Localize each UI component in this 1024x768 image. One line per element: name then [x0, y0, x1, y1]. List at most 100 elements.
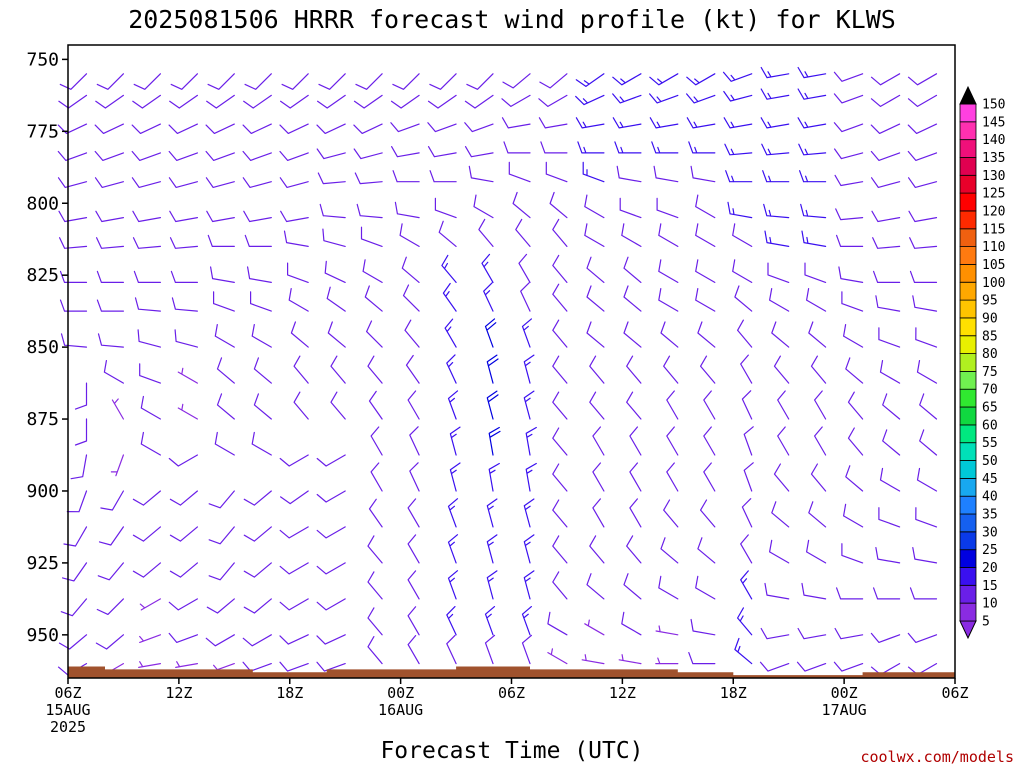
wind-barb — [552, 355, 568, 384]
wind-barb — [703, 426, 716, 456]
wind-barb — [484, 634, 496, 665]
wind-barb — [552, 535, 568, 564]
wind-barb — [575, 73, 605, 87]
colorbar-label: 60 — [982, 418, 998, 433]
wind-barb — [409, 426, 420, 456]
wind-barb — [656, 197, 679, 219]
wind-barb — [552, 499, 568, 528]
wind-barb — [741, 498, 753, 528]
wind-barb — [655, 625, 679, 636]
wind-barb — [843, 503, 864, 528]
wind-barb — [796, 661, 827, 672]
wind-barb — [243, 598, 272, 614]
wind-barb — [94, 123, 124, 134]
wind-barb — [407, 635, 420, 665]
wind-barb — [695, 288, 716, 312]
x-tick-label: 18Z — [720, 684, 747, 702]
wind-barb — [131, 150, 161, 161]
wind-barb — [205, 177, 235, 188]
wind-barb — [132, 562, 161, 578]
wind-barb — [316, 454, 346, 467]
wind-barb — [140, 395, 161, 420]
wind-barb — [875, 547, 901, 564]
wind-barb — [727, 201, 753, 219]
wind-barb — [279, 562, 309, 575]
wind-barb — [59, 237, 88, 249]
x-tick-label: 17AUG — [822, 701, 867, 719]
colorbar-swatch — [959, 584, 977, 604]
wind-barb — [623, 573, 642, 600]
wind-barb — [206, 94, 235, 109]
colorbar-swatch — [959, 602, 977, 622]
wind-barb — [612, 73, 642, 86]
wind-barb — [214, 431, 235, 456]
wind-barb — [552, 283, 568, 312]
wind-barb — [316, 562, 346, 575]
y-tick-label: 850 — [26, 337, 59, 358]
wind-barb — [242, 634, 272, 647]
wind-barb — [486, 354, 499, 384]
wind-barb — [174, 329, 198, 348]
wind-barb — [447, 498, 459, 528]
wind-barb — [70, 454, 88, 480]
wind-barb — [814, 390, 827, 420]
wind-barb — [407, 534, 420, 564]
wind-barb — [688, 141, 716, 154]
wind-barb — [841, 291, 864, 312]
wind-barb — [836, 234, 864, 247]
colorbar-swatch — [959, 192, 977, 212]
wind-barb — [521, 606, 532, 636]
colorbar-swatch — [959, 335, 977, 354]
wind-barb — [367, 607, 383, 636]
wind-barb — [134, 297, 161, 312]
wind-barb — [703, 462, 716, 492]
wind-barb — [619, 197, 642, 219]
wind-barb — [58, 94, 88, 109]
wind-barb — [208, 562, 235, 581]
colorbar-swatch — [959, 174, 977, 194]
wind-barb — [552, 218, 568, 247]
wind-barb — [63, 526, 88, 547]
wind-barb — [626, 391, 642, 420]
x-tick-label: 00Z — [831, 684, 858, 702]
wind-barb — [521, 318, 532, 348]
wind-barb — [589, 355, 605, 384]
wind-barb — [434, 197, 457, 219]
wind-barb — [623, 256, 642, 283]
colorbar-label: 70 — [982, 383, 998, 398]
wind-barb — [616, 165, 642, 183]
wind-barb — [327, 321, 346, 348]
wind-barb — [916, 467, 938, 492]
wind-barb — [838, 266, 864, 283]
wind-barb — [907, 123, 938, 134]
credit-text: coolwx.com/models — [860, 748, 1014, 766]
wind-barb — [319, 203, 346, 219]
colorbar-label: 40 — [982, 490, 998, 505]
wind-barb — [96, 299, 124, 312]
y-tick-label: 900 — [26, 481, 59, 502]
wind-barb — [242, 123, 272, 134]
colorbar-label: 85 — [982, 329, 998, 344]
wind-barb — [399, 223, 420, 247]
wind-barb — [623, 285, 642, 312]
wind-barb — [760, 117, 790, 129]
wind-barb — [279, 598, 309, 611]
wind-barb — [723, 90, 753, 102]
wind-barb — [316, 490, 346, 503]
wind-barb — [523, 498, 535, 528]
wind-barb — [168, 123, 198, 134]
wind-barb — [486, 498, 498, 528]
wind-barb — [520, 282, 531, 312]
wind-barb — [649, 117, 679, 129]
wind-barb — [97, 333, 124, 348]
wind-barb — [407, 606, 420, 636]
wind-barb — [427, 122, 457, 133]
wind-barb — [405, 354, 420, 384]
wind-barb — [96, 270, 124, 283]
wind-barb — [481, 253, 494, 283]
wind-barb — [355, 73, 383, 90]
wind-barb — [806, 288, 827, 312]
x-tick-label: 2025 — [50, 718, 86, 736]
wind-barb — [695, 575, 716, 600]
colorbar-label: 5 — [982, 615, 990, 630]
